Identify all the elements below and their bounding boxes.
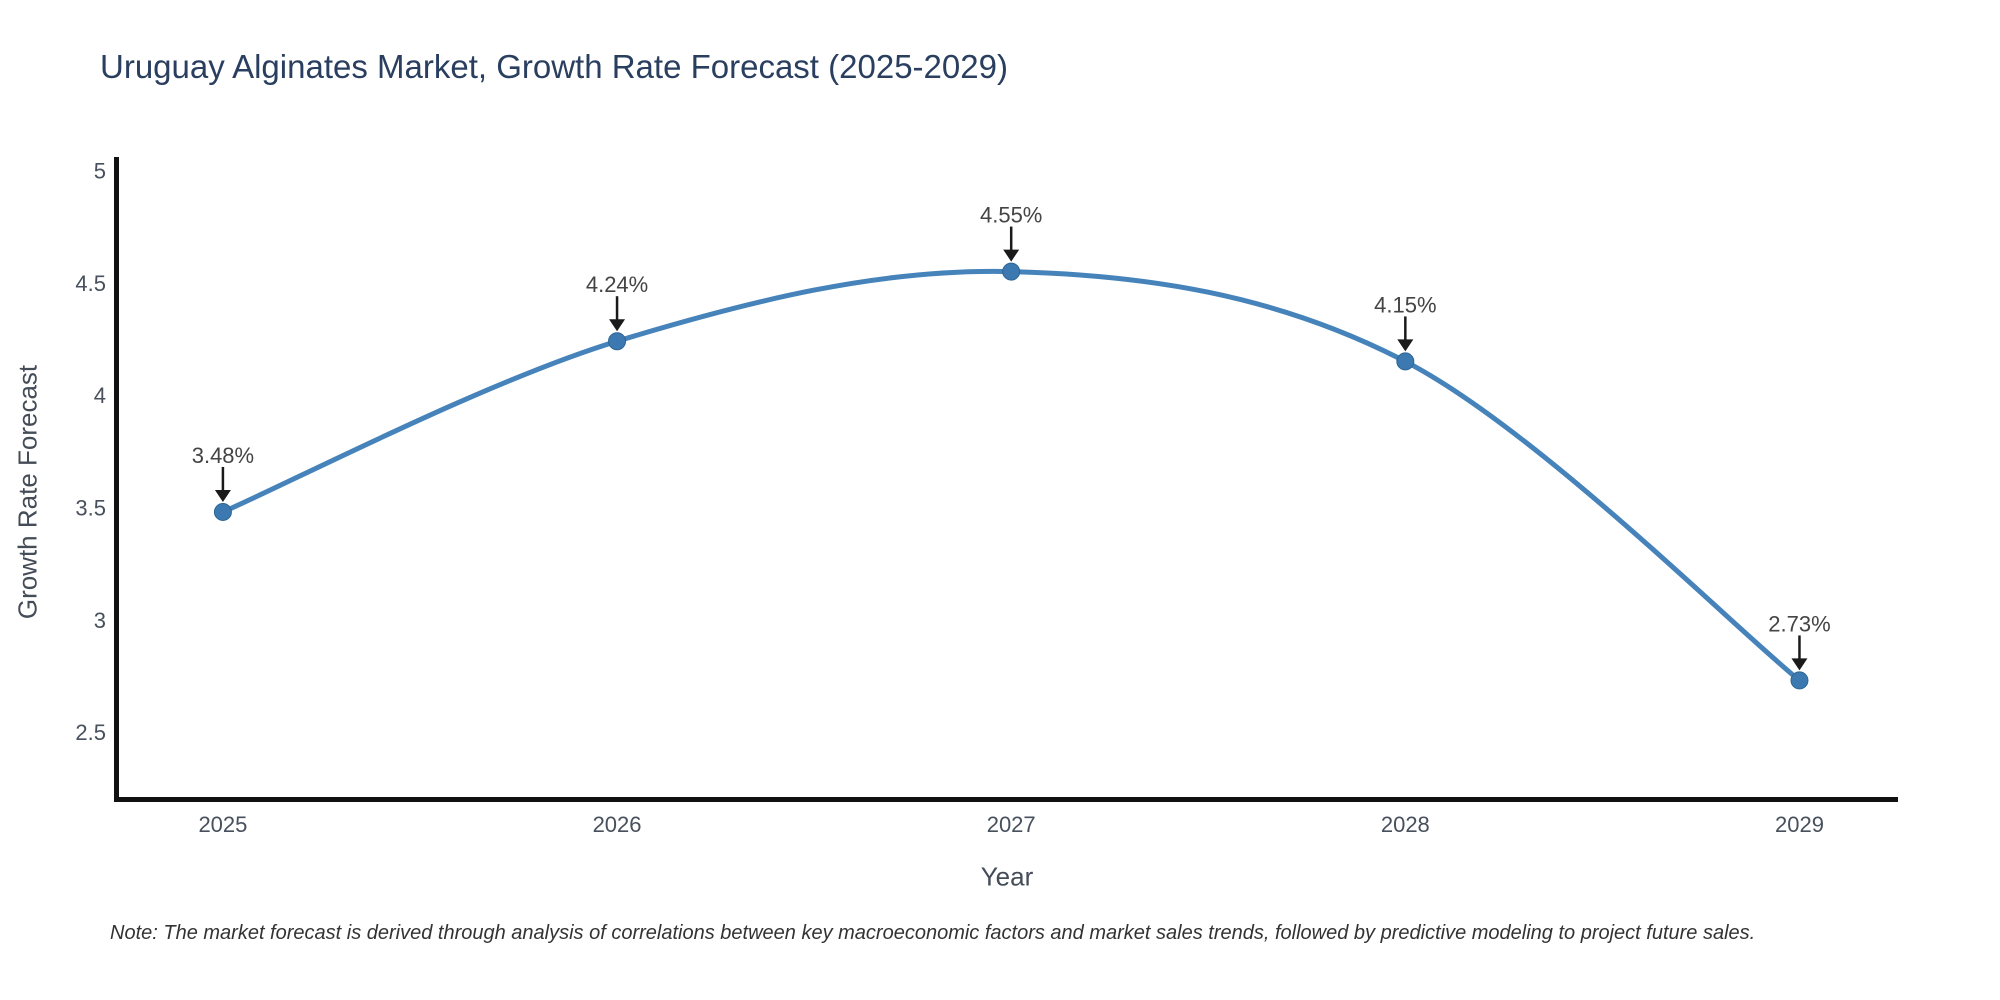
- x-axis-title: Year: [980, 861, 1034, 892]
- forecast-line: [220, 268, 1802, 683]
- annotation-arrowhead-2026: [609, 319, 626, 332]
- data-point-2029[interactable]: [1790, 671, 1809, 690]
- point-value-label-2029: 2.73%: [1768, 611, 1830, 636]
- x-tick-label: 2027: [987, 812, 1036, 837]
- y-tick-label: 4.5: [75, 271, 106, 296]
- data-point-2027[interactable]: [1002, 262, 1021, 281]
- annotation-arrowhead-2027: [1003, 249, 1020, 262]
- x-tick-label: 2029: [1775, 812, 1824, 837]
- y-tick-label: 4: [94, 383, 106, 408]
- point-value-label-2027: 4.55%: [980, 203, 1042, 228]
- chart-note: Note: The market forecast is derived thr…: [110, 922, 1756, 944]
- data-point-2026[interactable]: [608, 332, 627, 351]
- y-tick-label: 3.5: [75, 495, 106, 520]
- x-tick-label: 2028: [1381, 812, 1430, 837]
- point-value-label-2026: 4.24%: [586, 272, 648, 297]
- point-value-label-2028: 4.15%: [1374, 292, 1436, 317]
- y-axis-title: Growth Rate Forecast: [12, 364, 43, 620]
- data-point-2028[interactable]: [1396, 352, 1415, 371]
- axis-lines: [114, 157, 1898, 802]
- y-tick-label: 5: [94, 158, 106, 183]
- data-point-2025[interactable]: [213, 502, 232, 521]
- annotation-arrowhead-2025: [214, 489, 231, 502]
- y-tick-label: 2.5: [75, 720, 106, 745]
- annotation-arrowhead-2028: [1397, 339, 1414, 352]
- x-tick-label: 2025: [198, 812, 247, 837]
- point-value-label-2025: 3.48%: [192, 443, 254, 468]
- chart-title: Uruguay Alginates Market, Growth Rate Fo…: [100, 48, 1008, 85]
- x-tick-label: 2026: [593, 812, 642, 837]
- annotation-arrowhead-2029: [1791, 658, 1808, 671]
- y-tick-label: 3: [94, 608, 106, 633]
